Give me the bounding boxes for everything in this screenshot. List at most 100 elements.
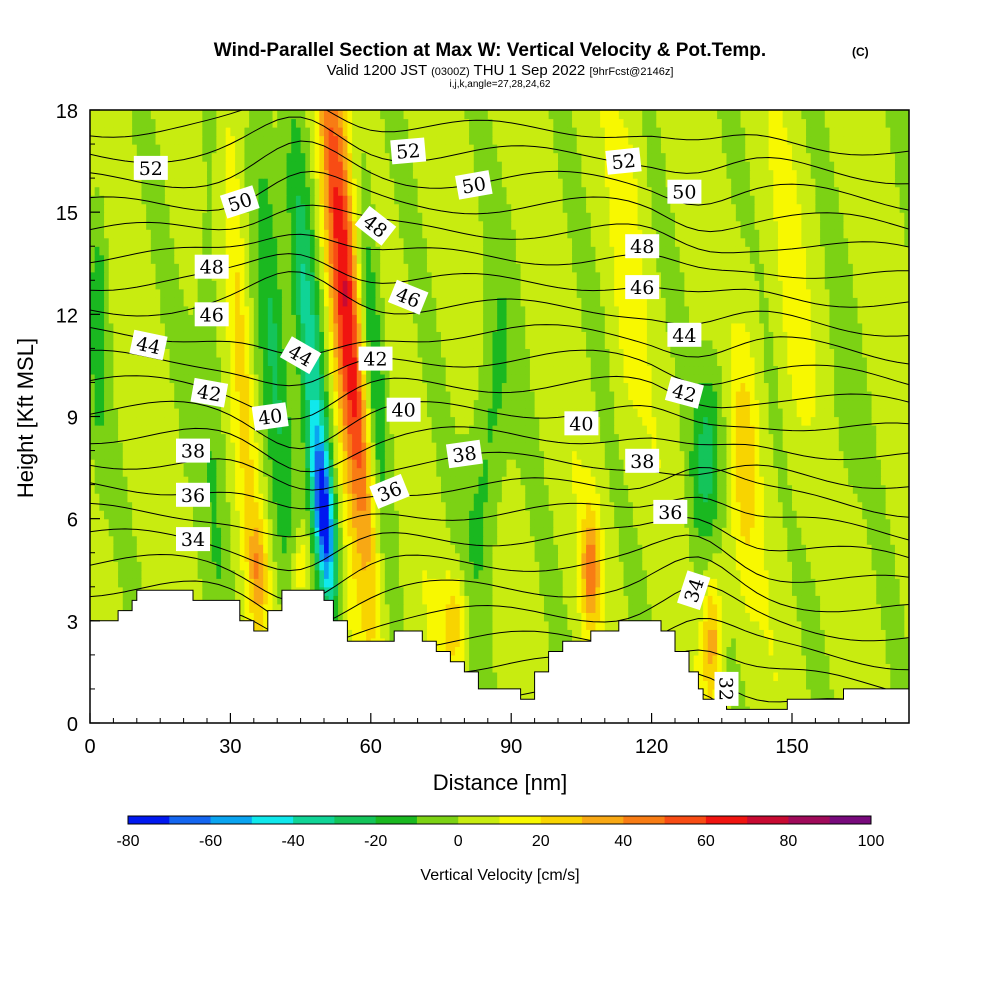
field-cell: [777, 663, 784, 673]
field-cell: [801, 629, 807, 639]
field-cell: [890, 561, 896, 571]
field-cell: [473, 484, 480, 494]
field-cell: [487, 484, 494, 494]
field-cell: [520, 620, 526, 630]
field-cell: [707, 680, 714, 690]
field-cell: [511, 493, 517, 503]
field-cell: [721, 629, 728, 639]
field-cell: [122, 552, 129, 562]
field-cell: [314, 476, 320, 486]
field-cell: [572, 595, 578, 605]
field-cell: [426, 535, 433, 545]
field-cell: [216, 527, 222, 537]
field-cell: [679, 535, 685, 545]
field-cell: [497, 629, 503, 639]
field-cell: [689, 637, 695, 647]
field-cell: [244, 510, 250, 520]
field-cell: [450, 646, 456, 656]
field-cell: [356, 518, 363, 528]
field-cell: [745, 595, 751, 605]
field-cell: [473, 637, 480, 647]
field-cell: [777, 629, 784, 639]
field-cell: [342, 586, 348, 596]
field-cell: [759, 688, 765, 699]
field-cell: [160, 561, 166, 571]
field-cell: [319, 544, 325, 554]
field-cell: [824, 629, 831, 639]
field-cell: [417, 510, 423, 520]
field-cell: [441, 561, 447, 571]
field-cell: [548, 535, 554, 545]
field-cell: [675, 493, 681, 503]
field-cell: [436, 527, 442, 537]
field-cell: [792, 544, 798, 554]
field-cell: [113, 493, 119, 503]
field-cell: [328, 569, 334, 579]
field-cell: [581, 620, 587, 630]
field-cell: [824, 671, 831, 682]
field-cell: [459, 586, 465, 596]
field-cell: [726, 654, 732, 664]
field-cell: [506, 603, 512, 613]
field-cell: [324, 561, 330, 571]
field-cell: [675, 561, 681, 571]
field-cell: [679, 612, 685, 622]
field-cell: [646, 586, 653, 596]
field-cell: [417, 544, 423, 554]
field-cell: [810, 603, 816, 613]
field-cell: [422, 501, 428, 511]
field-cell: [871, 663, 877, 673]
field-cell: [333, 527, 339, 537]
field-cell: [473, 544, 480, 554]
field-cell: [267, 535, 274, 545]
field-cell: [431, 612, 437, 622]
field-cell: [263, 476, 269, 486]
field-cell: [899, 612, 905, 622]
field-cell: [726, 544, 732, 554]
field-cell: [880, 561, 887, 571]
field-cell: [164, 544, 171, 554]
field-cell: [384, 569, 391, 579]
field-cell: [324, 493, 330, 503]
field-cell: [328, 535, 334, 545]
field-cell: [866, 535, 873, 545]
field-cell: [398, 603, 405, 613]
field-cell: [871, 527, 877, 537]
field-cell: [885, 518, 891, 528]
field-cell: [412, 612, 419, 622]
field-cell: [801, 620, 807, 630]
field-cell: [656, 603, 662, 613]
field-cell: [459, 561, 465, 571]
field-cell: [352, 620, 358, 630]
field-cell: [876, 569, 882, 579]
field-cell: [94, 535, 100, 545]
field-cell: [108, 493, 114, 503]
field-cell: [417, 535, 423, 545]
field-cell: [305, 527, 311, 537]
field-cell: [300, 527, 306, 537]
field-cell: [473, 629, 480, 639]
field-cell: [305, 501, 311, 511]
field-cell: [272, 484, 278, 494]
field-cell: [417, 620, 423, 630]
field-cell: [806, 586, 812, 596]
field-cell: [455, 595, 461, 605]
field-cell: [665, 552, 671, 562]
field-cell: [506, 569, 512, 579]
field-cell: [698, 510, 704, 520]
field-cell: [235, 510, 241, 520]
field-cell: [305, 510, 311, 520]
field-cell: [539, 603, 545, 613]
field-cell: [614, 595, 620, 605]
field-cell: [562, 518, 568, 528]
field-cell: [529, 578, 536, 588]
field-cell: [646, 561, 653, 571]
field-cell: [782, 552, 788, 562]
field-cell: [539, 612, 545, 622]
field-cell: [539, 637, 545, 647]
field-cell: [712, 552, 718, 562]
field-cell: [366, 620, 372, 630]
field-cell: [483, 637, 489, 647]
field-cell: [782, 527, 788, 537]
field-cell: [787, 535, 793, 545]
